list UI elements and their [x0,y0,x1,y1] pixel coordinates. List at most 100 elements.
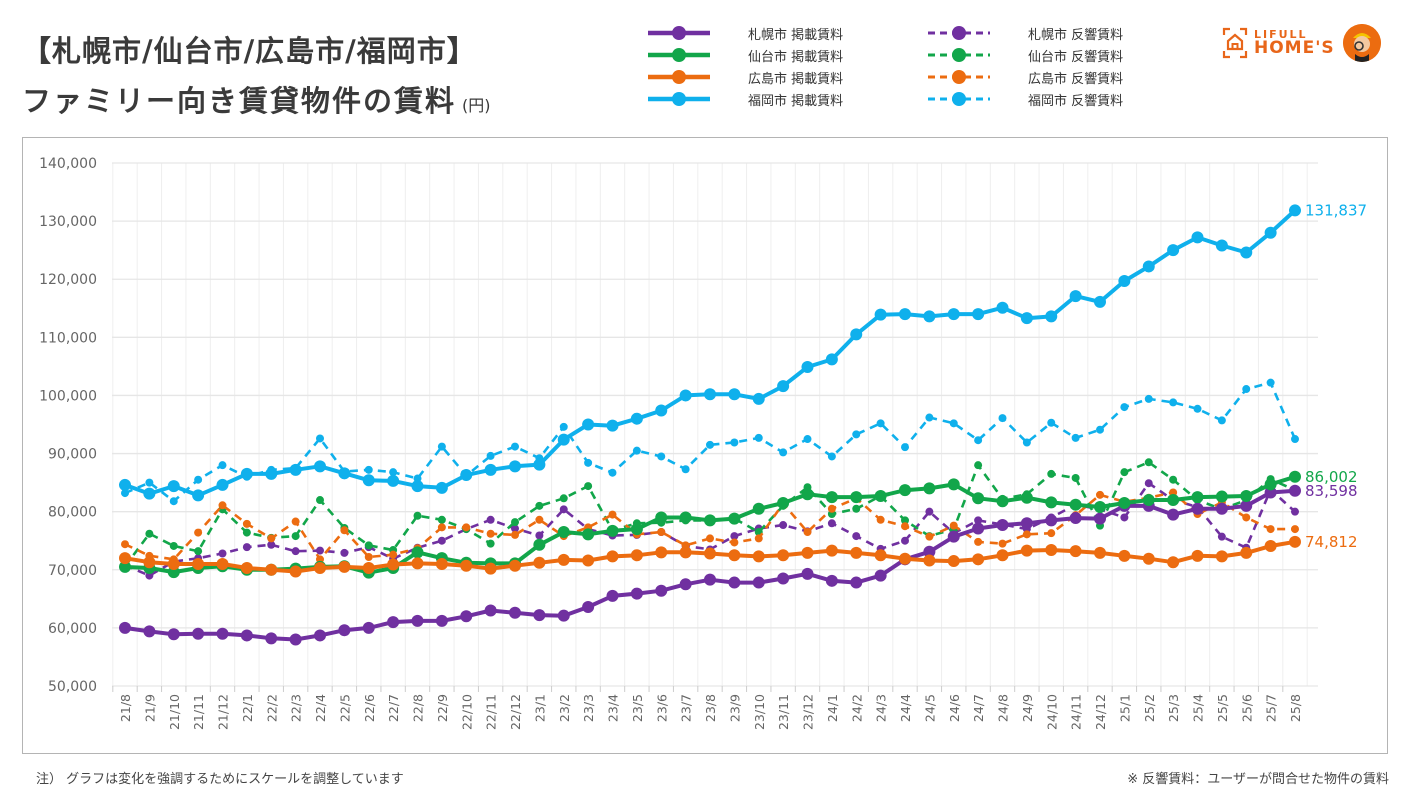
response-rent-note: ※ 反響賃料：ユーザーが問合せた物件の賃料 [1127,772,1389,787]
data-point [728,549,741,562]
x-tick-label: 23/10 [752,694,767,730]
data-point [925,532,934,541]
data-point [730,532,739,541]
x-tick-label: 23/2 [557,694,572,722]
data-point [316,546,324,555]
data-point [972,308,985,321]
data-point [486,515,495,524]
data-point [801,546,814,559]
data-point [316,434,324,443]
data-point [777,549,790,562]
data-point [630,549,643,562]
data-point [752,550,765,563]
data-point [1142,260,1155,273]
lifull-homes-logo: LIFULL HOME'S [1222,24,1381,62]
data-point [1289,484,1301,497]
x-tick-label: 24/10 [1044,694,1059,730]
end-value-label: 83,598 [1305,482,1358,500]
series-fukuoka-listed-rent: 131,837 [119,201,1367,502]
data-point [145,529,154,538]
x-tick-label: 23/3 [581,694,596,722]
data-point [1215,239,1228,252]
data-point [364,465,373,474]
data-point [218,549,227,558]
data-point [1096,490,1104,499]
data-point [216,478,229,491]
data-point [850,491,863,504]
x-tick-label: 25/4 [1191,694,1206,722]
data-point [265,563,278,576]
x-tick-label: 23/11 [776,694,791,730]
data-point [364,552,373,561]
data-point [437,536,446,545]
data-point [192,489,205,502]
data-point [511,442,519,451]
data-point [679,546,692,559]
data-point [484,463,497,476]
data-point [1167,244,1180,257]
data-point [435,614,448,627]
data-point [533,538,546,551]
data-point [389,550,398,559]
data-point [949,419,958,428]
data-point [145,478,154,487]
data-point [167,557,180,570]
data-point [338,560,351,573]
legend-label: 福岡市 掲載賃料 [748,93,844,109]
data-point [387,474,400,487]
x-tick-label: 25/5 [1215,694,1230,722]
data-point [559,505,568,514]
data-point [533,458,546,471]
x-tick-label: 24/7 [971,694,986,722]
data-point [314,460,326,473]
data-point [121,540,129,549]
data-point [411,546,424,559]
data-point [1045,544,1058,557]
data-point [582,418,595,431]
data-point [194,475,203,484]
data-point [801,567,814,580]
legend-item: 広島市 掲載賃料 [648,66,843,88]
data-point [389,468,398,477]
x-tick-label: 24/9 [1020,694,1035,722]
data-point [316,496,324,505]
data-point [167,480,180,493]
data-point [899,484,911,497]
data-point [1266,378,1275,387]
data-point [460,559,473,572]
data-point [582,554,595,567]
x-tick-label: 24/11 [1069,694,1084,730]
data-point [655,584,668,597]
data-point [901,522,909,531]
x-tick-label: 23/5 [630,694,645,722]
data-point [143,625,156,638]
x-tick-label: 23/7 [679,694,694,722]
data-point [947,555,960,568]
data-point [655,404,668,417]
data-point [1264,539,1277,552]
series-line [124,481,1296,577]
data-point [1240,499,1253,512]
data-point [681,465,690,474]
data-point [754,433,763,442]
data-point [484,604,497,617]
data-point [874,308,887,321]
x-tick-label: 22/10 [459,694,474,730]
data-point [850,546,863,559]
end-value-label: 131,837 [1305,201,1367,219]
data-point [827,519,836,528]
data-point [216,557,229,570]
data-point [901,516,909,525]
data-point [679,389,692,402]
y-tick-label: 60,000 [48,621,97,637]
x-tick-label: 22/6 [362,694,377,722]
y-tick-label: 140,000 [39,156,97,172]
data-point [559,494,568,503]
solid-line-marker-icon [648,26,710,40]
data-point [1045,310,1058,323]
data-point [1045,496,1058,509]
data-point [242,528,251,537]
data-point [533,556,546,569]
data-point [242,519,251,528]
